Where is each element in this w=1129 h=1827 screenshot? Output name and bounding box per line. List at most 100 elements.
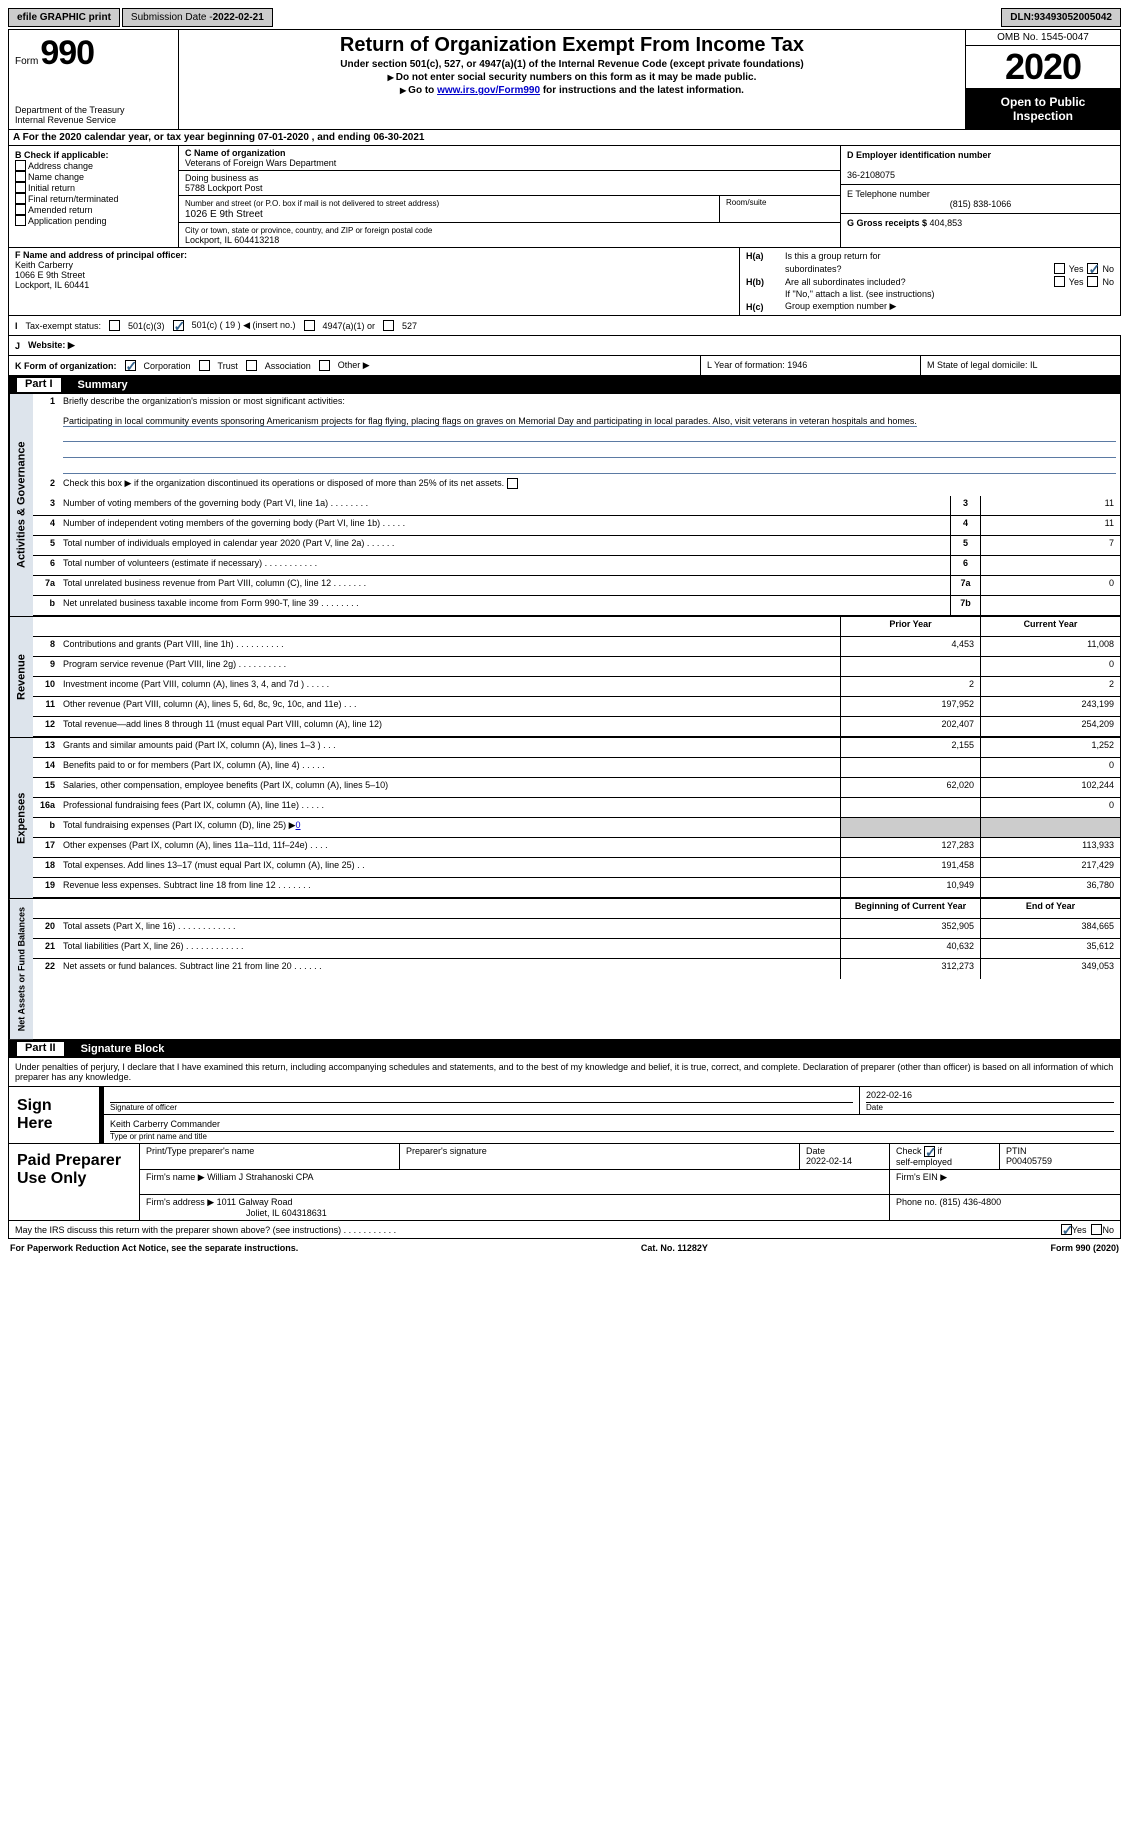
val4: 11: [980, 516, 1120, 535]
instruction-1: Do not enter social security numbers on …: [187, 72, 957, 83]
firm-addr-label: Firm's address ▶: [146, 1197, 214, 1207]
hdr-begin: Beginning of Current Year: [840, 899, 980, 918]
line10: Investment income (Part VIII, column (A)…: [59, 677, 840, 696]
c15: 102,244: [980, 778, 1120, 797]
part2-label: Part II: [16, 1041, 65, 1057]
line15: Salaries, other compensation, employee b…: [59, 778, 840, 797]
p9: [840, 657, 980, 676]
line21: Total liabilities (Part X, line 26) . . …: [59, 939, 840, 958]
line8: Contributions and grants (Part VIII, lin…: [59, 637, 840, 656]
signature-section: Under penalties of perjury, I declare th…: [8, 1058, 1121, 1221]
revenue-section: Revenue Prior YearCurrent Year 8Contribu…: [8, 616, 1121, 737]
line17: Other expenses (Part IX, column (A), lin…: [59, 838, 840, 857]
dln-label: DLN:: [1010, 12, 1034, 23]
line20: Total assets (Part X, line 16) . . . . .…: [59, 919, 840, 938]
paid-preparer: Paid Preparer Use Only Print/Type prepar…: [9, 1143, 1120, 1220]
line3: Number of voting members of the governin…: [59, 496, 950, 515]
prep-sig-label: Preparer's signature: [400, 1144, 800, 1169]
firm-name-label: Firm's name ▶: [146, 1172, 205, 1182]
website-label: Website: ▶: [28, 340, 75, 351]
hc-text: Group exemption number ▶: [785, 301, 896, 312]
val6: [980, 556, 1120, 575]
c19: 36,780: [980, 878, 1120, 897]
year-formation: L Year of formation: 1946: [700, 356, 920, 375]
line18: Total expenses. Add lines 13–17 (must eq…: [59, 858, 840, 877]
ptin-value: P00405759: [1006, 1156, 1052, 1166]
hb-note: If "No," attach a list. (see instruction…: [785, 289, 934, 299]
opt-pending: Application pending: [28, 216, 107, 226]
mission-value: Participating in local community events …: [63, 416, 917, 427]
open-public: Open to Public Inspection: [966, 89, 1120, 129]
ha-text1: Is this a group return for: [785, 251, 1114, 261]
part1-header: Part I Summary: [8, 376, 1121, 394]
gross-value: 404,853: [930, 218, 963, 228]
c14: 0: [980, 758, 1120, 777]
opt-527: 527: [402, 321, 417, 331]
room-label: Room/suite: [720, 196, 840, 222]
footer-left: For Paperwork Reduction Act Notice, see …: [10, 1243, 298, 1253]
c8: 11,008: [980, 637, 1120, 656]
typed-name: Keith Carberry Commander: [110, 1119, 1114, 1129]
typed-label: Type or print name and title: [110, 1131, 1114, 1141]
line4: Number of independent voting members of …: [59, 516, 950, 535]
p10: 2: [840, 677, 980, 696]
officer-label: F Name and address of principal officer:: [15, 250, 187, 260]
part2-title: Signature Block: [81, 1043, 165, 1055]
hdr-current: Current Year: [980, 617, 1120, 636]
line2: Check this box ▶ if the organization dis…: [63, 478, 504, 488]
p14: [840, 758, 980, 777]
opt-amended: Amended return: [28, 205, 93, 215]
c17: 113,933: [980, 838, 1120, 857]
opt-final: Final return/terminated: [28, 194, 119, 204]
expenses-section: Expenses 13Grants and similar amounts pa…: [8, 737, 1121, 898]
opt-initial: Initial return: [28, 183, 75, 193]
line19: Revenue less expenses. Subtract line 18 …: [59, 878, 840, 897]
c9: 0: [980, 657, 1120, 676]
val5: 7: [980, 536, 1120, 555]
firm-ein: Firm's EIN ▶: [890, 1170, 1120, 1194]
line16b-val: 0: [296, 820, 301, 830]
dba-value: 5788 Lockport Post: [185, 183, 263, 193]
form-number: Form 990: [15, 34, 172, 73]
p22: 312,273: [840, 959, 980, 979]
hb-no: No: [1102, 277, 1114, 287]
p12: 202,407: [840, 717, 980, 736]
firm-addr-2: Joliet, IL 604318631: [246, 1208, 327, 1218]
section-f-h: F Name and address of principal officer:…: [8, 248, 1121, 316]
form-word: Form: [15, 56, 38, 67]
form-title: Return of Organization Exempt From Incom…: [187, 34, 957, 57]
c21: 35,612: [980, 939, 1120, 958]
val7b: [980, 596, 1120, 615]
irs-link[interactable]: www.irs.gov/Form990: [437, 85, 540, 96]
line9: Program service revenue (Part VIII, line…: [59, 657, 840, 676]
sig-officer-label: Signature of officer: [110, 1102, 853, 1112]
dln: DLN: 93493052005042: [1001, 8, 1121, 27]
officer-addr2: Lockport, IL 60441: [15, 280, 89, 290]
opt-assoc: Association: [265, 361, 311, 371]
hdr-prior: Prior Year: [840, 617, 980, 636]
p21: 40,632: [840, 939, 980, 958]
p13: 2,155: [840, 738, 980, 757]
p19: 10,949: [840, 878, 980, 897]
tab-governance: Activities & Governance: [9, 394, 33, 616]
hb-yes: Yes: [1069, 277, 1084, 287]
sign-here-label: Sign Here: [9, 1087, 99, 1143]
tax-status-label: Tax-exempt status:: [26, 321, 102, 331]
form-subtitle: Under section 501(c), 527, or 4947(a)(1)…: [187, 59, 957, 70]
c16a: 0: [980, 798, 1120, 817]
c20: 384,665: [980, 919, 1120, 938]
line16b: Total fundraising expenses (Part IX, col…: [63, 820, 296, 830]
opt-name: Name change: [28, 172, 84, 182]
name-label: C Name of organization: [185, 148, 286, 158]
part1-title: Summary: [78, 379, 128, 391]
officer-name: Keith Carberry: [15, 260, 73, 270]
city-value: Lockport, IL 604413218: [185, 235, 279, 245]
ein-value: 36-2108075: [847, 170, 895, 180]
tab-revenue: Revenue: [9, 617, 33, 737]
row-k-l-m: K Form of organization: Corporation Trus…: [8, 356, 1121, 376]
tab-expenses: Expenses: [9, 738, 33, 898]
tab-netassets: Net Assets or Fund Balances: [9, 899, 33, 1039]
box-b: B Check if applicable: Address change Na…: [9, 146, 179, 247]
p16a: [840, 798, 980, 817]
line11: Other revenue (Part VIII, column (A), li…: [59, 697, 840, 716]
